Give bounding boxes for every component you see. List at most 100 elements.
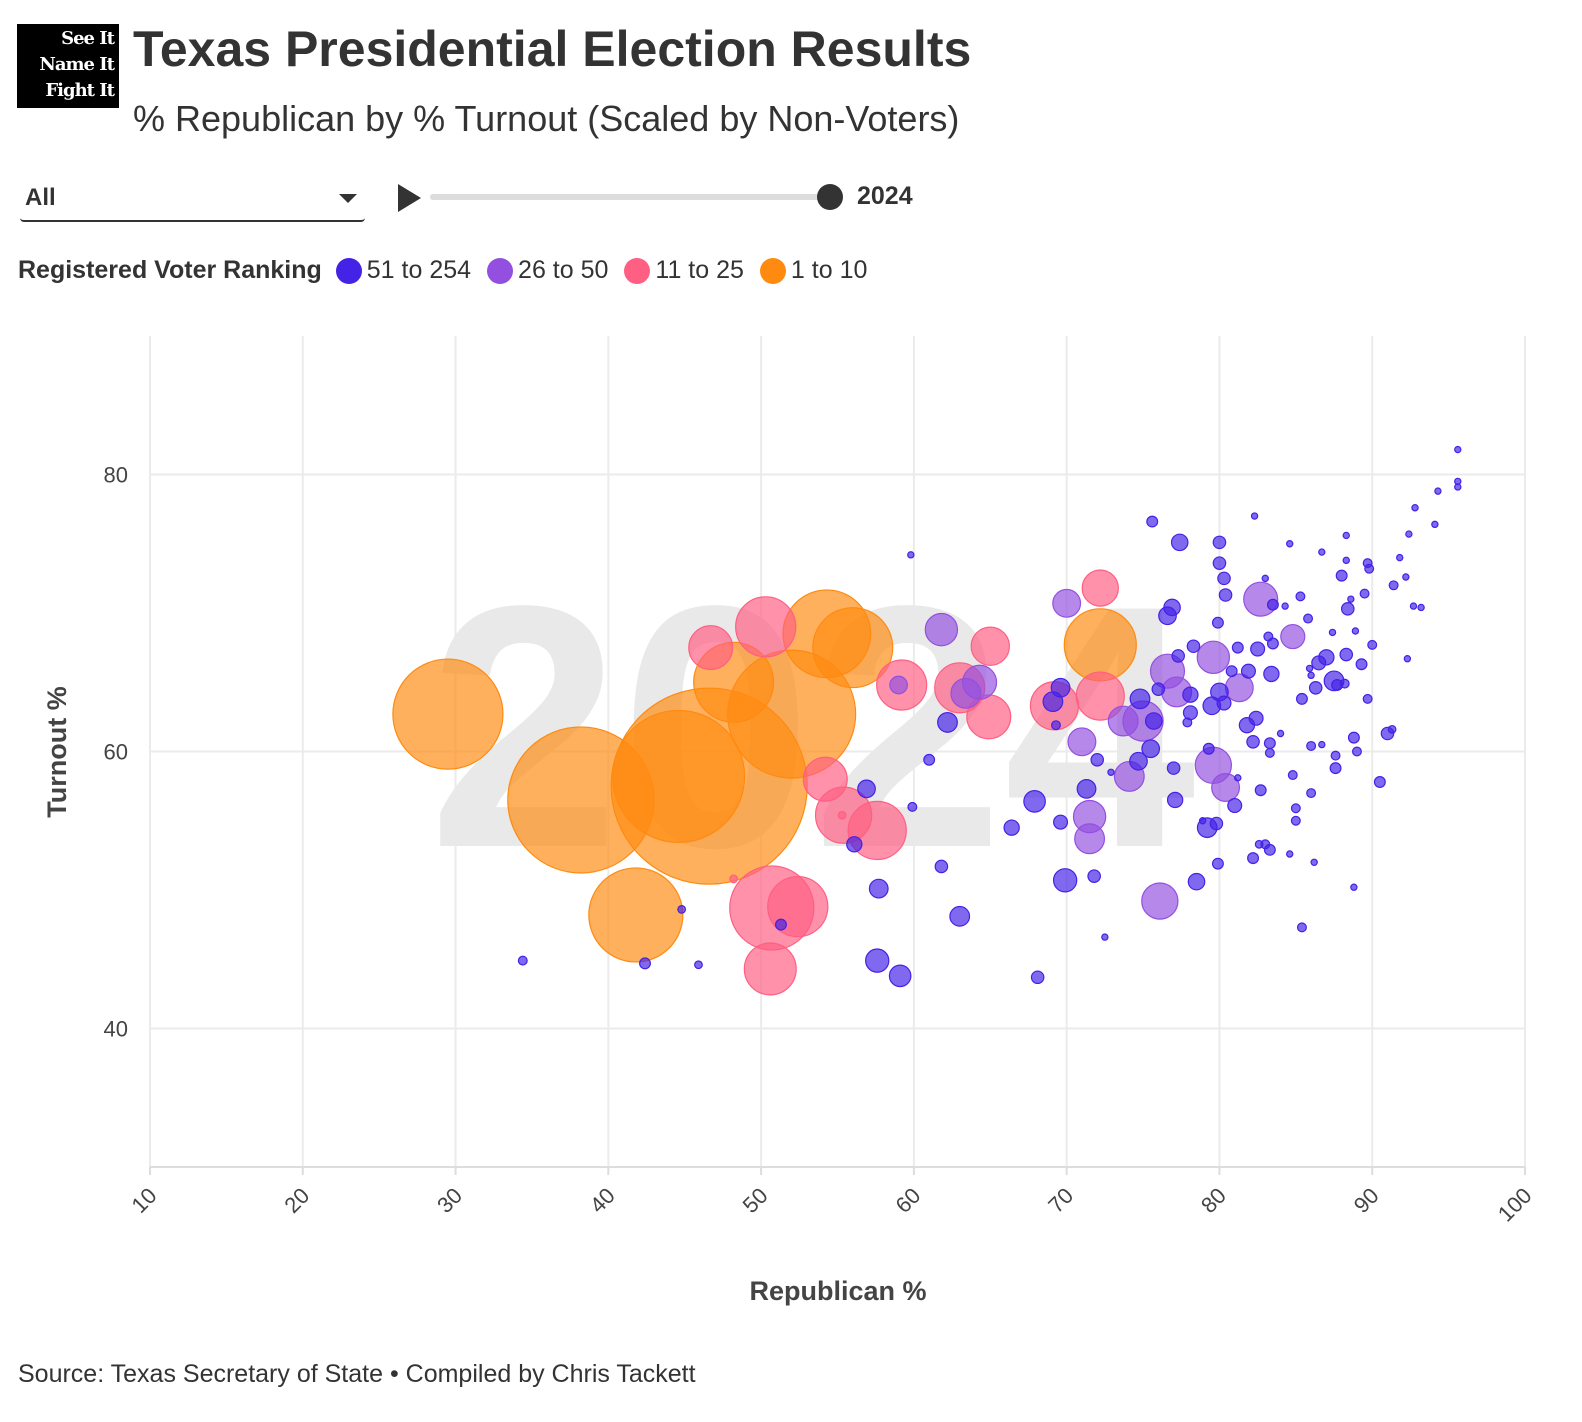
data-point <box>1254 839 1264 849</box>
data-point <box>1454 445 1462 454</box>
legend-label: 11 to 25 <box>655 256 744 284</box>
data-point <box>857 779 876 799</box>
year-slider-track[interactable] <box>430 194 830 200</box>
data-point <box>1217 571 1231 586</box>
data-point <box>1276 729 1285 738</box>
source-note: Source: Texas Secretary of State • Compi… <box>18 1360 696 1388</box>
data-point <box>1063 608 1137 682</box>
data-point <box>1295 591 1306 602</box>
data-point <box>1182 717 1193 728</box>
data-point <box>1310 858 1318 867</box>
data-point <box>1396 553 1404 562</box>
data-point <box>1355 658 1368 671</box>
chevron-down-icon <box>339 194 357 203</box>
data-point <box>1359 588 1370 599</box>
data-point <box>1434 487 1442 495</box>
data-point <box>1364 563 1375 574</box>
data-point <box>1362 693 1373 704</box>
data-point <box>1107 768 1115 776</box>
legend-swatch <box>335 257 362 284</box>
data-point <box>907 551 915 559</box>
data-point <box>1318 548 1326 556</box>
data-point <box>612 709 746 844</box>
data-point <box>1367 639 1378 650</box>
y-tick-label: 60 <box>104 740 128 765</box>
legend-label: 51 to 254 <box>366 256 472 284</box>
data-point <box>924 612 959 647</box>
data-point <box>1250 641 1266 657</box>
data-point <box>1247 852 1260 865</box>
x-tick-label: 80 <box>1196 1183 1231 1218</box>
data-point <box>1129 688 1151 710</box>
data-point <box>1330 750 1341 761</box>
data-point <box>1144 712 1163 730</box>
data-point <box>1263 631 1274 642</box>
data-point <box>1196 640 1231 675</box>
data-point <box>1387 724 1397 734</box>
y-axis-label: Turnout % <box>42 686 72 817</box>
x-tick-label: 70 <box>1043 1183 1078 1218</box>
data-point <box>1454 483 1462 491</box>
y-tick-label: 40 <box>104 1017 128 1042</box>
data-point <box>1076 778 1097 799</box>
data-point <box>1350 883 1358 891</box>
data-point <box>1170 533 1189 552</box>
data-point <box>970 626 1010 666</box>
data-point <box>949 905 971 927</box>
legend-swatch <box>487 257 514 284</box>
data-point <box>1216 695 1232 711</box>
x-tick-label: 100 <box>1493 1183 1537 1227</box>
logo-line: Fight It <box>45 80 115 101</box>
data-point <box>1187 872 1206 891</box>
data-point <box>1171 649 1185 663</box>
data-point <box>1003 819 1020 836</box>
legend-swatch <box>759 257 786 284</box>
data-point <box>1182 705 1198 721</box>
x-tick-label: 30 <box>432 1183 467 1218</box>
data-point <box>1339 678 1350 689</box>
data-point <box>1107 705 1139 737</box>
data-point <box>1240 663 1257 679</box>
data-point <box>1227 797 1243 814</box>
data-point <box>1308 680 1323 695</box>
data-point <box>1351 627 1360 635</box>
logo-line: See It <box>61 28 115 49</box>
legend-item[interactable]: 1 to 10 <box>759 256 868 285</box>
data-point <box>1053 814 1069 830</box>
data-point <box>1329 762 1342 775</box>
data-point <box>934 859 949 874</box>
data-point <box>729 874 739 884</box>
data-point <box>1290 803 1301 814</box>
x-tick-label: 10 <box>127 1183 162 1218</box>
legend-label: 1 to 10 <box>790 256 868 284</box>
ranking-filter-dropdown[interactable]: All <box>20 178 365 222</box>
data-point <box>1166 791 1184 809</box>
data-point <box>743 942 797 996</box>
legend-item[interactable]: 26 to 50 <box>487 256 608 285</box>
legend-swatch <box>624 257 651 284</box>
legend-item[interactable]: 11 to 25 <box>624 256 744 285</box>
data-point <box>950 677 982 709</box>
x-axis-label: Republican % <box>749 1276 926 1306</box>
play-icon[interactable] <box>398 184 421 212</box>
data-point <box>1295 692 1308 705</box>
data-point <box>1050 720 1061 731</box>
data-point <box>923 753 936 766</box>
data-point <box>865 948 890 973</box>
data-point <box>1023 790 1046 813</box>
page-title: Texas Presidential Election Results <box>133 21 972 77</box>
data-point <box>735 596 797 658</box>
legend-title: Registered Voter Ranking <box>18 256 322 284</box>
data-point <box>868 878 889 899</box>
data-point <box>1075 671 1125 721</box>
legend-item[interactable]: 51 to 254 <box>335 256 472 285</box>
data-point <box>1074 823 1106 855</box>
data-point <box>1388 580 1399 591</box>
year-slider-handle[interactable] <box>817 184 843 210</box>
data-point <box>1417 603 1425 612</box>
data-point <box>1231 641 1244 654</box>
data-point <box>1212 535 1227 550</box>
data-point <box>1248 710 1264 726</box>
data-point <box>1351 746 1362 757</box>
